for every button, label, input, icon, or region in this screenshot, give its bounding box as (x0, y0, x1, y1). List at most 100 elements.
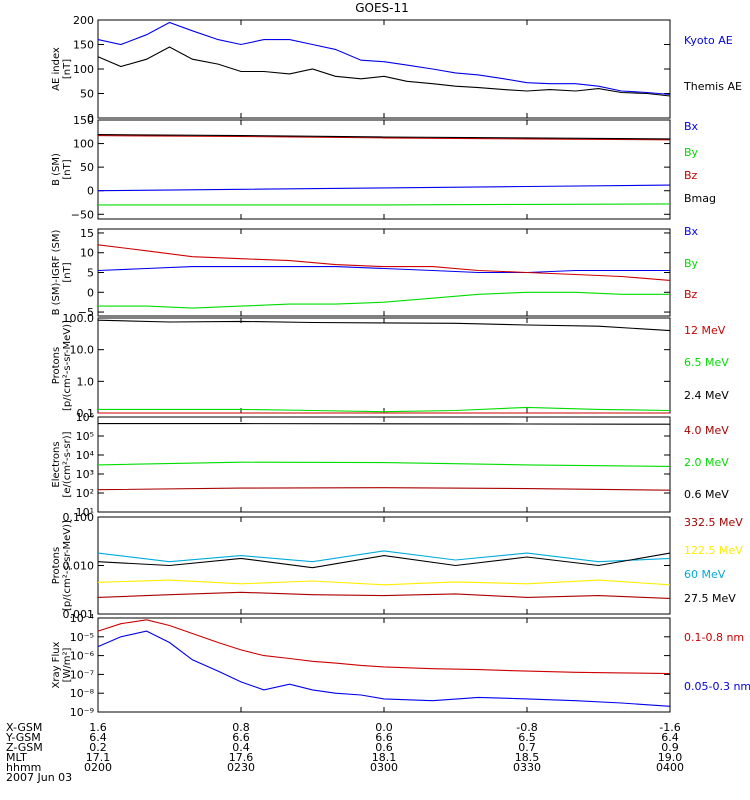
x-row-label: hhmm (6, 761, 41, 774)
x-tick-label: 1.6 (89, 721, 107, 734)
series-line (97, 579, 671, 586)
y-tick-label: 10³ (76, 468, 94, 481)
y-axis-label: [nT] (62, 59, 73, 79)
panel-0: 0 50 100 150 200 AE index [nT] Kyoto AE Themis A… (51, 14, 742, 125)
y-axis-label: AE index (51, 47, 62, 91)
y-tick-label: 0.100 (63, 511, 95, 524)
y-axis-label: Xray Flux (51, 641, 62, 688)
y-tick-label: 10⁻⁵ (70, 631, 94, 644)
series-line (97, 487, 671, 491)
panel-frame (97, 516, 671, 615)
legend-entry: By (684, 257, 699, 270)
x-tick-label: 0200 (84, 761, 112, 774)
panel-frame (97, 19, 671, 119)
y-tick-label: 10⁵ (76, 430, 94, 443)
y-axis-label: [nT] (62, 159, 73, 179)
date-label: 2007 Jun 03 (6, 771, 72, 784)
y-tick-label: 10 (80, 247, 94, 260)
panel-4: 10¹ 10² 10³ 10⁴ 10⁵ 10⁶ Electrons [e/(cm²-s-sr)… (51, 411, 729, 519)
panel-frame (97, 416, 671, 513)
y-tick-label: 0.010 (63, 560, 95, 573)
panel-3: 0.1 1.0 10.0 100.0 Protons [p/(cm²-s-sr-MeV)]… (51, 312, 729, 420)
series-line (98, 406, 671, 413)
x-row-label: MLT (6, 751, 27, 764)
y-tick-label: 150 (73, 39, 94, 52)
x-tick-label: 17.6 (229, 751, 254, 764)
y-axis-label: [nT] (62, 262, 73, 282)
y-axis-label: Protons (51, 547, 62, 584)
series-line (97, 630, 671, 707)
series-line (97, 619, 671, 675)
y-tick-label: 50 (80, 161, 94, 174)
legend-entry: 2.0 MeV (684, 456, 729, 469)
x-tick-label: 6.4 (89, 731, 107, 744)
y-tick-label: 1.0 (77, 375, 95, 388)
series-line (97, 591, 671, 599)
y-axis-label: B (SM)-IGRF (SM) (51, 230, 62, 316)
y-tick-label: 15 (80, 227, 94, 240)
series-line (97, 319, 671, 332)
panel-frame (97, 617, 671, 713)
legend-entry: 332.5 MeV (684, 516, 743, 529)
y-axis-label: B (SM) (51, 153, 62, 186)
y-tick-label: 150 (73, 114, 94, 127)
series-line (97, 134, 671, 140)
series-line (97, 266, 670, 274)
x-tick-label: 0.0 (375, 721, 393, 734)
x-tick-label: 0.9 (661, 741, 679, 754)
y-tick-label: 0 (87, 185, 94, 198)
y-tick-label: 5 (87, 267, 94, 280)
y-tick-label: 10² (76, 487, 94, 500)
y-tick-label: 10⁻⁴ (70, 612, 95, 625)
y-tick-label: 0 (87, 286, 94, 299)
x-tick-label: 6.6 (232, 731, 250, 744)
y-tick-label: 10⁻⁶ (70, 650, 95, 663)
y-tick-label: 0 (87, 112, 94, 125)
series-line (98, 291, 670, 309)
y-tick-label: 100.0 (63, 312, 95, 325)
series-line (97, 21, 671, 96)
legend-entry: Bx (684, 225, 699, 238)
x-tick-label: 0.6 (375, 741, 393, 754)
y-tick-label: 10⁶ (76, 411, 95, 424)
y-axis-label: [e/(cm²-s-sr)] (62, 431, 73, 497)
y-tick-label: 10¹ (76, 506, 94, 519)
x-tick-label: -0.8 (516, 721, 537, 734)
x-tick-label: 6.6 (375, 731, 393, 744)
x-tick-label: 0400 (656, 761, 684, 774)
y-axis-label: Electrons (51, 441, 62, 487)
legend-entry: Bmag (684, 192, 716, 205)
series-line (97, 552, 671, 569)
legend-entry: 2.4 MeV (684, 389, 729, 402)
legend-entry: Bz (684, 288, 698, 301)
legend-entry: 60 MeV (684, 568, 726, 581)
y-axis-label: Protons (51, 347, 62, 384)
x-tick-label: 0230 (227, 761, 255, 774)
series-line (97, 550, 671, 563)
y-tick-label: 0.1 (77, 407, 95, 420)
y-tick-label: 200 (73, 14, 94, 27)
y-tick-label: −50 (71, 208, 94, 221)
x-tick-label: -1.6 (659, 721, 680, 734)
x-tick-label: 0.7 (518, 741, 536, 754)
series-line (97, 461, 671, 467)
y-tick-label: 100 (73, 138, 94, 151)
x-tick-label: 18.5 (515, 751, 540, 764)
legend-entry: 12 MeV (684, 324, 726, 337)
series-line (97, 46, 671, 97)
y-tick-label: 50 (80, 88, 94, 101)
legend-entry: 0.05-0.3 nm (684, 680, 750, 693)
x-row-label: X-GSM (6, 721, 42, 734)
legend-entry: Bx (684, 120, 699, 133)
y-tick-label: −5 (78, 306, 94, 319)
y-tick-label: 10⁻⁷ (70, 668, 94, 681)
x-tick-label: 0.2 (89, 741, 107, 754)
panel-frame (97, 228, 671, 317)
series-line (97, 135, 671, 141)
legend-entry: 122.5 MeV (684, 544, 743, 557)
y-axis-label: [p/(cm²-s-sr-MeV)] (62, 520, 73, 611)
x-tick-label: 17.1 (86, 751, 111, 764)
x-tick-label: 0330 (513, 761, 541, 774)
y-tick-label: 10⁻⁸ (70, 687, 95, 700)
